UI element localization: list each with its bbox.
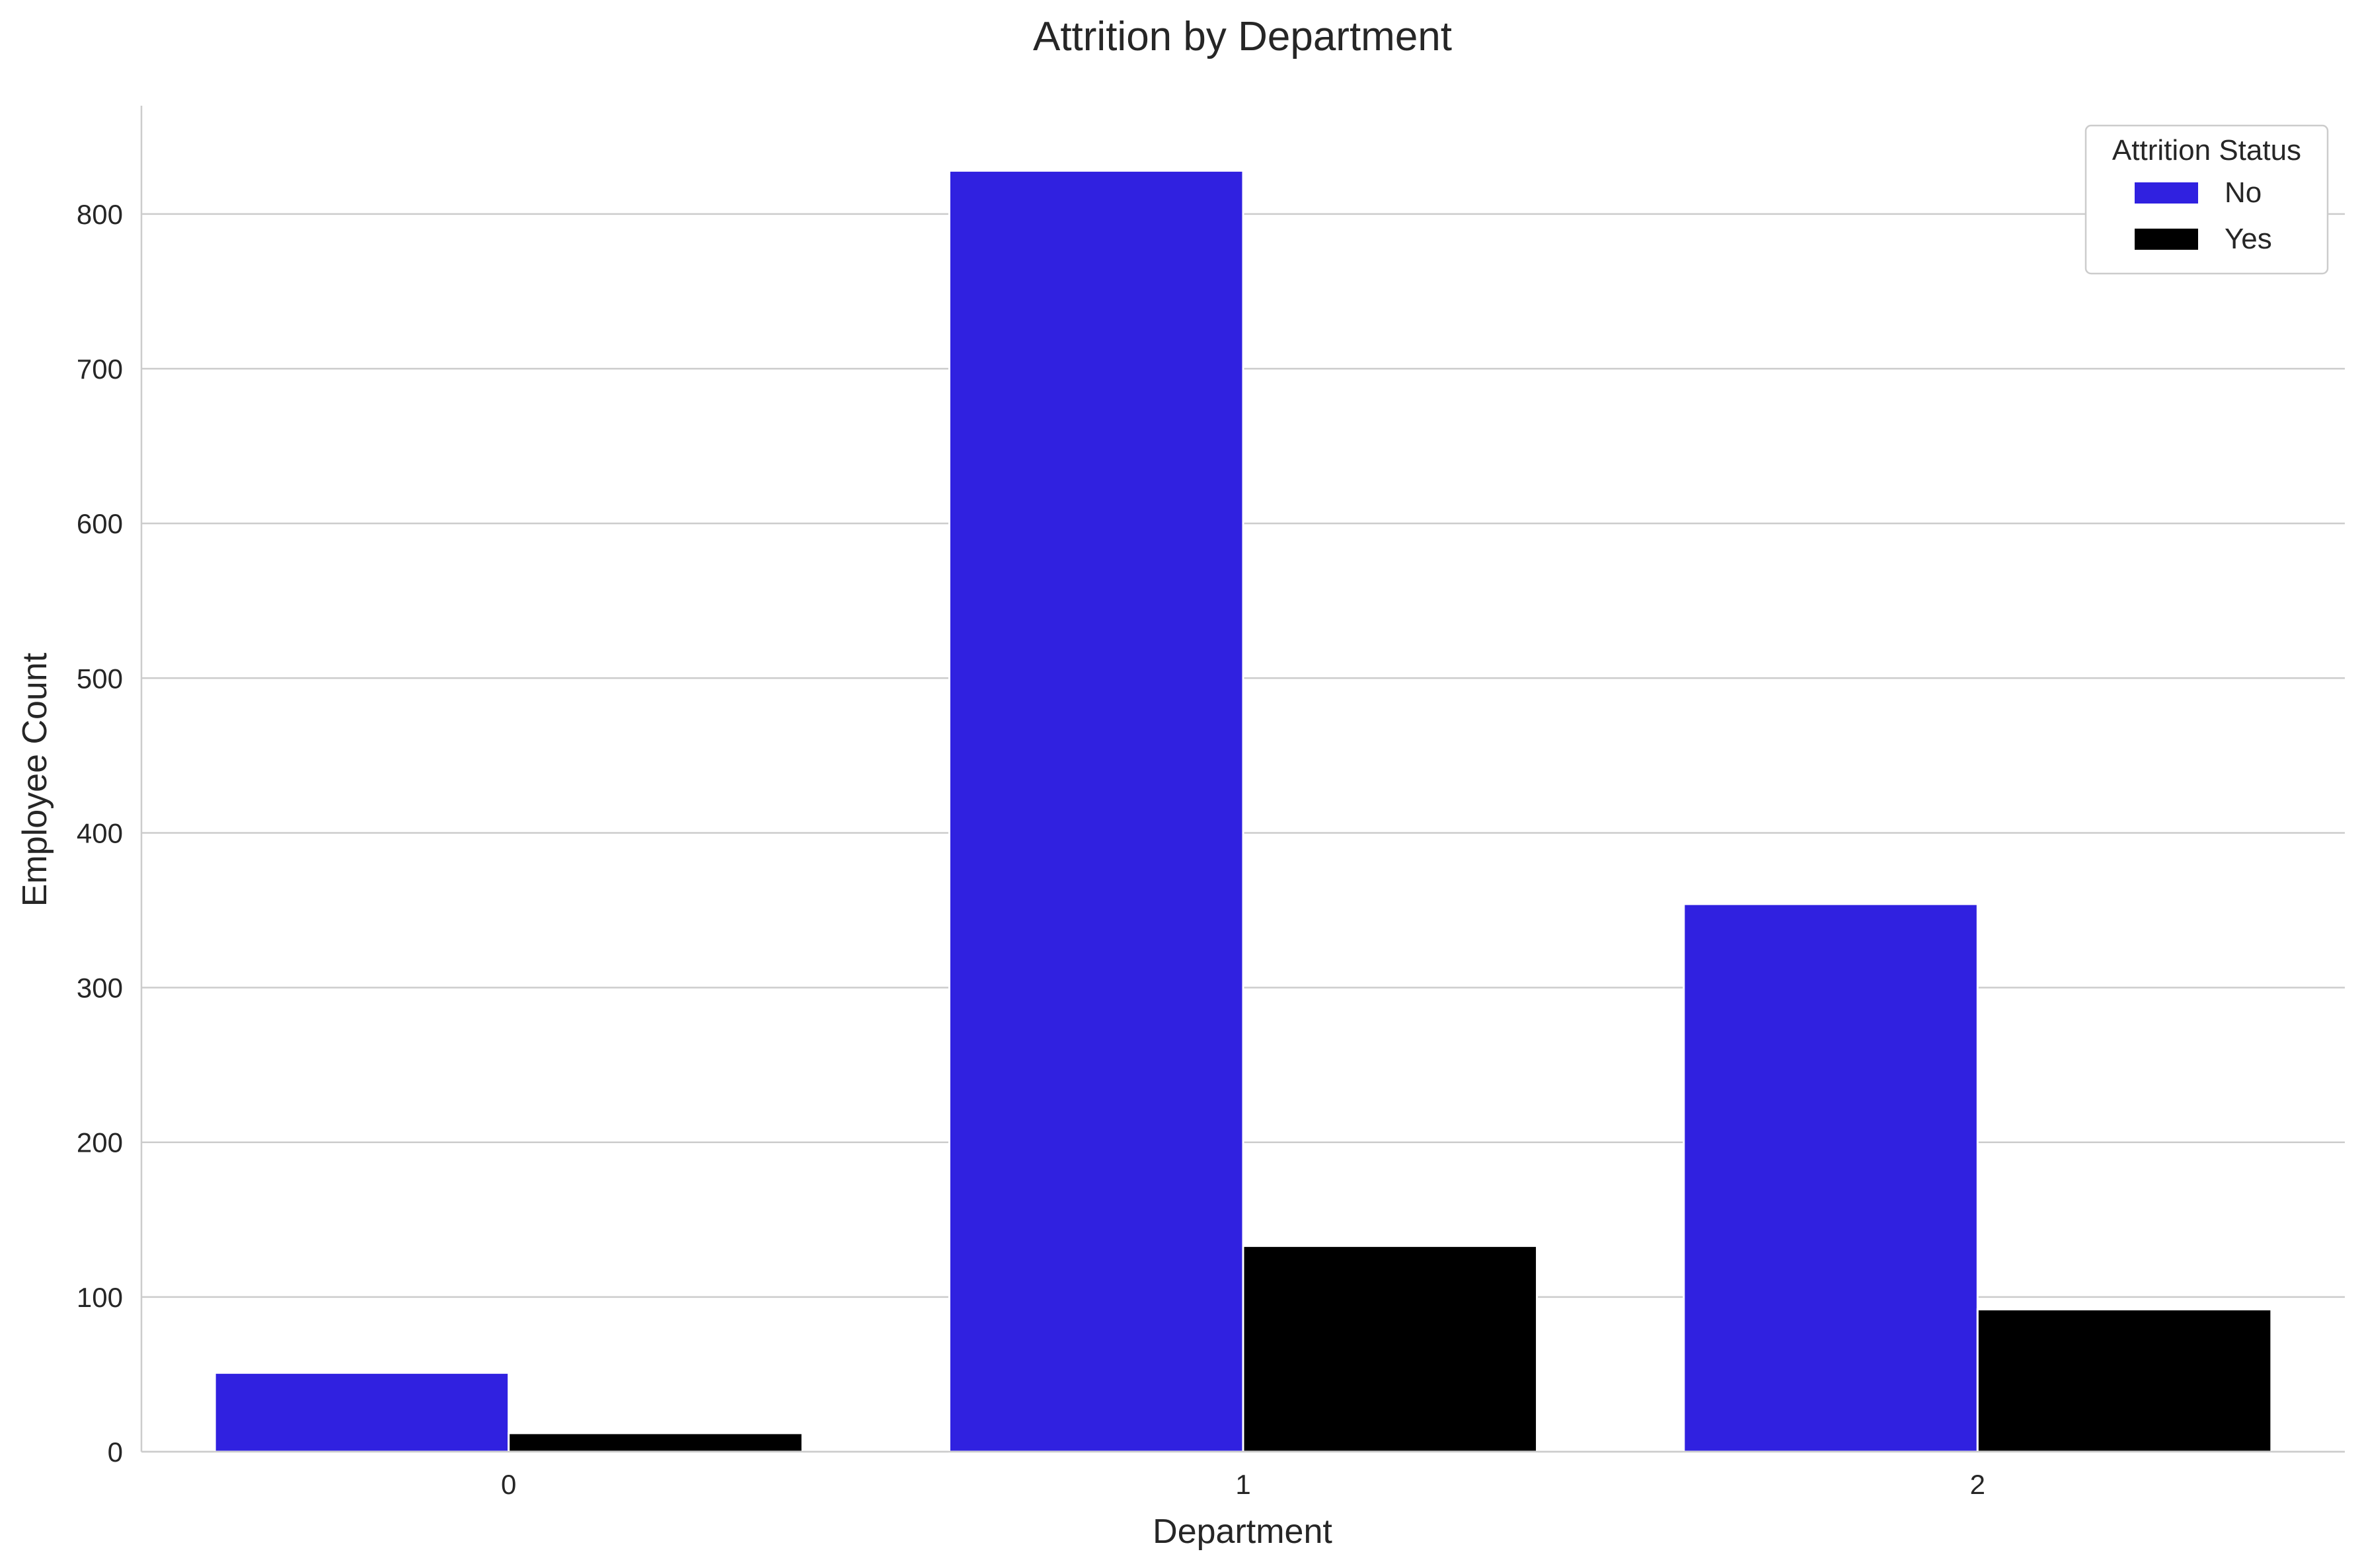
legend-swatch-yes bbox=[2135, 229, 2198, 250]
x-tick-label: 1 bbox=[1235, 1469, 1250, 1500]
bar-yes-dept-0 bbox=[508, 1432, 804, 1453]
y-tick-label: 500 bbox=[77, 663, 123, 694]
bar-yes-dept-1 bbox=[1242, 1245, 1539, 1453]
legend-label-no: No bbox=[2225, 176, 2262, 209]
y-axis-label: Employee Count bbox=[16, 652, 54, 907]
x-tick-labels: 0 1 2 bbox=[501, 1469, 1985, 1500]
y-tick-label: 200 bbox=[77, 1127, 123, 1158]
legend-label-yes: Yes bbox=[2225, 223, 2272, 255]
y-tick-labels: 0 100 200 300 400 500 600 700 800 bbox=[77, 199, 123, 1468]
axes-spines bbox=[140, 106, 2345, 1453]
y-tick-label: 100 bbox=[77, 1282, 123, 1313]
bar-yes-dept-2 bbox=[1976, 1308, 2273, 1453]
legend-title: Attrition Status bbox=[2112, 134, 2301, 167]
x-tick-label: 2 bbox=[1970, 1469, 1985, 1500]
bar-no-dept-0 bbox=[213, 1372, 510, 1453]
y-tick-label: 700 bbox=[77, 354, 123, 385]
bar-no-dept-2 bbox=[1683, 903, 1979, 1453]
x-axis-label: Department bbox=[1153, 1512, 1332, 1551]
bars bbox=[213, 169, 2273, 1453]
y-tick-label: 600 bbox=[77, 508, 123, 539]
chart-title: Attrition by Department bbox=[1033, 14, 1452, 59]
y-tick-label: 800 bbox=[77, 199, 123, 230]
bar-no-dept-1 bbox=[948, 169, 1244, 1453]
legend: Attrition Status No Yes bbox=[2084, 124, 2329, 275]
legend-swatch-no bbox=[2135, 182, 2198, 204]
y-tick-label: 300 bbox=[77, 973, 123, 1004]
y-tick-label: 0 bbox=[108, 1437, 123, 1468]
y-tick-label: 400 bbox=[77, 817, 123, 848]
legend-entries: No Yes bbox=[2135, 176, 2272, 255]
x-tick-label: 0 bbox=[501, 1469, 516, 1500]
